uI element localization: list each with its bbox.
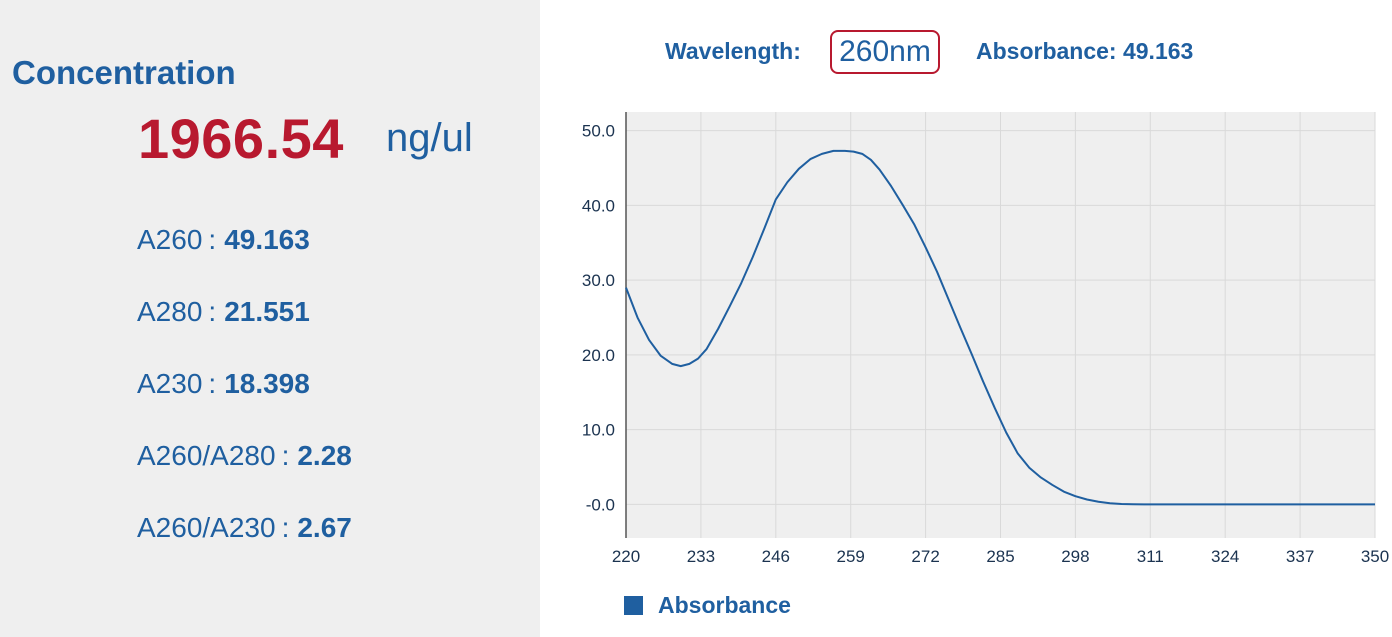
series-line-absorbance	[625, 149, 1375, 506]
metric-value: 2.28	[297, 440, 352, 471]
metric-label: A280	[137, 296, 203, 327]
metric-a280: A280:21.551	[137, 296, 310, 327]
y-tick-label: 50.0	[582, 122, 615, 141]
x-tick-label: 246	[762, 547, 790, 566]
absorbance-readout: Absorbance: 49.163	[976, 38, 1194, 64]
y-tick-label: 10.0	[582, 421, 615, 440]
x-tick-label: 233	[687, 547, 715, 566]
concentration-unit: ng/ul	[386, 116, 473, 160]
x-tick-label: 220	[612, 547, 640, 566]
metric-value: 49.163	[224, 224, 310, 255]
metric-value: 2.67	[297, 512, 352, 543]
metric-a260-a280: A260/A280:2.28	[137, 440, 352, 471]
x-tick-label: 324	[1211, 547, 1239, 566]
concentration-title: Concentration	[12, 54, 236, 91]
x-tick-label: 259	[837, 547, 865, 566]
metric-a260: A260:49.163	[137, 224, 310, 255]
metric-value: 21.551	[224, 296, 310, 327]
x-tick-label: 337	[1286, 547, 1314, 566]
y-tick-label: 20.0	[582, 346, 615, 365]
wavelength-input[interactable]: 260nm	[830, 30, 940, 74]
y-tick-label: 40.0	[582, 196, 615, 215]
legend-swatch-icon	[624, 596, 643, 615]
y-tick-label: -0.0	[586, 495, 615, 514]
metric-value: 18.398	[224, 368, 310, 399]
metric-label: A260/A230	[137, 512, 276, 543]
wavelength-label: Wavelength:	[665, 38, 801, 64]
metric-a260-a230: A260/A230:2.67	[137, 512, 352, 543]
metric-label: A230	[137, 368, 203, 399]
x-tick-label: 350	[1361, 547, 1389, 566]
x-tick-label: 272	[911, 547, 939, 566]
results-panel	[0, 0, 540, 637]
x-tick-label: 311	[1137, 547, 1164, 566]
legend-label: Absorbance	[658, 592, 791, 618]
metric-label: A260	[137, 224, 203, 255]
metric-a230: A230:18.398	[137, 368, 310, 399]
chart-legend[interactable]: Absorbance	[624, 592, 791, 619]
x-tick-label: 285	[986, 547, 1014, 566]
concentration-value: 1966.54	[138, 107, 344, 170]
metric-label: A260/A280	[137, 440, 276, 471]
x-tick-label: 298	[1061, 547, 1089, 566]
y-tick-label: 30.0	[582, 271, 615, 290]
